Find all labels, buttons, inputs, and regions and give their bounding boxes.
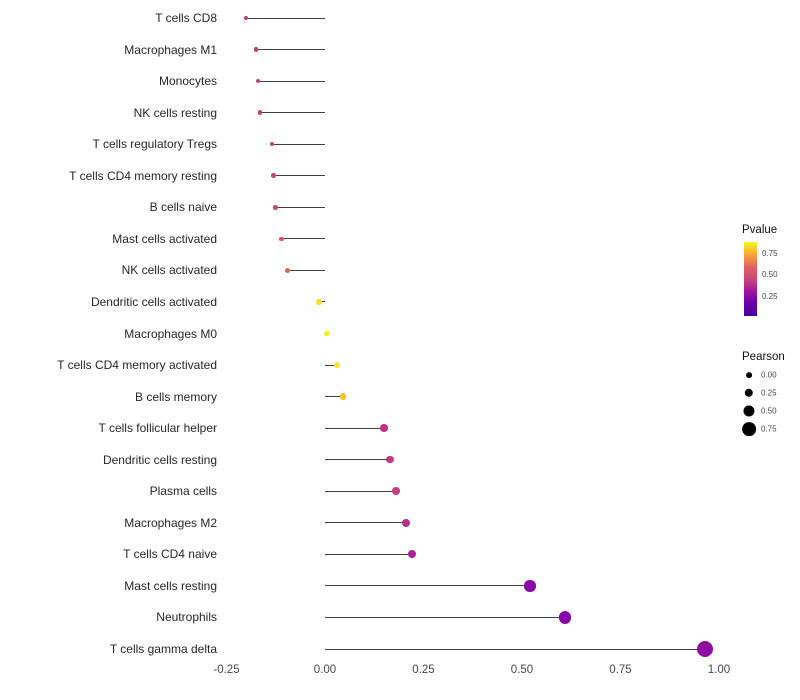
pearson-size-dot — [743, 405, 755, 417]
category-label: Macrophages M0 — [124, 326, 217, 341]
pvalue-tick-label: 0.75 — [762, 249, 778, 258]
lollipop-stem — [256, 49, 325, 51]
pvalue-gradient-bar — [744, 242, 757, 316]
x-axis-tick-label: 0.00 — [313, 664, 337, 676]
pvalue-tick-label: 0.25 — [762, 292, 778, 301]
data-point — [269, 141, 275, 147]
category-label: Mast cells activated — [112, 231, 217, 246]
lollipop-stem — [319, 301, 325, 303]
pearson-size-label: 0.50 — [761, 406, 777, 416]
category-label: T cells CD4 memory activated — [57, 358, 217, 373]
x-axis-tick-label: -0.25 — [213, 664, 240, 676]
data-point — [339, 393, 346, 400]
lollipop-stem — [325, 364, 337, 366]
lollipop-stem — [325, 490, 396, 492]
data-point — [380, 424, 388, 432]
pearson-size-label: 0.25 — [761, 388, 777, 398]
category-label: Macrophages M1 — [124, 42, 217, 57]
data-point — [316, 299, 322, 305]
category-label: NK cells activated — [121, 263, 217, 278]
data-point — [273, 205, 279, 210]
lollipop-stem — [281, 238, 325, 240]
x-axis-tick-label: 0.50 — [510, 664, 534, 676]
lollipop-stem — [271, 143, 325, 145]
x-axis-tick-label: 0.25 — [412, 664, 435, 676]
category-label: Plasma cells — [149, 484, 217, 499]
data-point — [324, 330, 330, 337]
data-point — [559, 611, 572, 624]
pearson-size-dot — [742, 422, 756, 436]
data-point — [285, 268, 290, 273]
pearson-size-label: 0.00 — [761, 370, 777, 380]
category-label: T cells CD4 naive — [123, 547, 217, 562]
category-label: T cells follicular helper — [98, 421, 218, 436]
data-point — [253, 47, 259, 52]
lollipop-stem — [258, 80, 325, 82]
pearson-legend-title: Pearson — [742, 351, 785, 363]
pearson-size-dot — [746, 372, 752, 378]
category-label: B cells naive — [149, 200, 217, 215]
lollipop-stem — [273, 175, 325, 177]
lollipop-stem — [325, 522, 406, 524]
category-label: Dendritic cells activated — [90, 294, 217, 309]
data-point — [255, 78, 261, 84]
pearson-size-label: 0.75 — [761, 424, 777, 434]
category-label: Mast cells resting — [124, 578, 217, 593]
lollipop-stem — [325, 616, 566, 618]
data-point — [407, 550, 416, 559]
lollipop-stem — [259, 112, 325, 114]
pearson-legend-item: 0.00 — [742, 366, 800, 384]
lollipop-stem — [325, 553, 412, 555]
data-point — [257, 110, 263, 115]
x-axis-tick-label: 1.00 — [707, 664, 731, 676]
category-label: T cells CD4 memory resting — [69, 168, 217, 183]
pvalue-legend-title: Pvalue — [742, 224, 778, 236]
data-point — [697, 640, 714, 657]
category-label: Monocytes — [158, 74, 217, 89]
lollipop-stem — [325, 427, 385, 429]
pearson-legend-item: 0.25 — [742, 384, 800, 402]
category-label: Macrophages M2 — [124, 515, 217, 530]
category-label: Dendritic cells resting — [102, 452, 217, 467]
lollipop-stem — [325, 396, 343, 398]
lollipop-stem — [325, 459, 390, 461]
category-label: B cells memory — [134, 389, 217, 404]
data-point — [271, 173, 277, 179]
pvalue-tick-label: 0.50 — [762, 270, 778, 279]
lollipop-stem — [246, 17, 325, 19]
data-point — [279, 236, 284, 242]
x-axis-tick-label: 0.75 — [609, 664, 632, 676]
lollipop-stem — [325, 648, 706, 650]
lollipop-stem — [287, 269, 325, 271]
pearson-legend-item: 0.75 — [742, 420, 800, 438]
data-point — [243, 15, 249, 21]
data-point — [401, 518, 410, 527]
category-label: Neutrophils — [156, 610, 217, 625]
category-label: NK cells resting — [133, 105, 217, 120]
category-label: T cells CD8 — [155, 11, 217, 25]
data-point — [386, 455, 394, 464]
data-point — [392, 487, 400, 496]
lollipop-stem — [325, 585, 530, 587]
pearson-legend-item: 0.50 — [742, 402, 800, 420]
data-point — [333, 361, 340, 369]
data-point — [524, 580, 536, 592]
pearson-size-dot — [744, 388, 754, 398]
lollipop-stem — [275, 206, 325, 208]
category-label: T cells regulatory Tregs — [92, 137, 218, 152]
category-label: T cells gamma delta — [109, 642, 217, 656]
